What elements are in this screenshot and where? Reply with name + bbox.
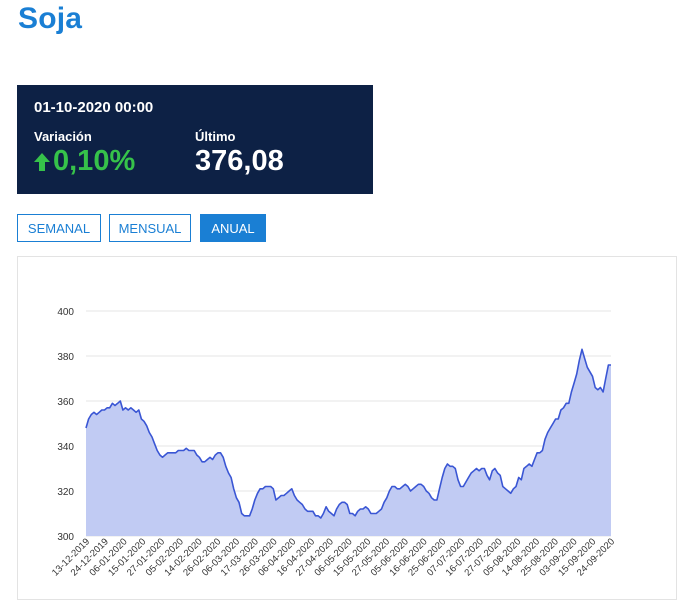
y-tick-label: 400 <box>57 307 74 318</box>
y-tick-label: 320 <box>57 487 74 498</box>
change-value: 0,10% <box>33 145 135 178</box>
quote-summary-panel: 01-10-2020 00:00 Variación 0,10% Último … <box>17 85 373 194</box>
range-button-anual[interactable]: ANUAL <box>200 214 266 242</box>
quote-date: 01-10-2020 00:00 <box>34 99 154 116</box>
y-tick-label: 360 <box>57 397 74 408</box>
change-percent: 0,10% <box>53 145 136 177</box>
arrow-up-icon <box>34 152 50 171</box>
last-label: Último <box>195 129 236 144</box>
price-chart-panel: 300 320 340 360 380 400 13-12-2019 24-12-2019 06… <box>17 256 677 600</box>
y-tick-label: 340 <box>57 442 74 453</box>
range-button-semanal[interactable]: SEMANAL <box>17 214 101 242</box>
last-value: 376,08 <box>195 145 284 177</box>
price-chart: 30032034036038040013-12-201924-12-201906… <box>50 307 617 578</box>
page-title: Soja <box>18 2 83 35</box>
series-line <box>85 348 611 519</box>
y-tick-label: 380 <box>57 352 74 363</box>
change-label: Variación <box>34 129 92 144</box>
series-area <box>86 349 611 536</box>
range-button-mensual[interactable]: MENSUAL <box>109 214 191 242</box>
y-tick-label: 300 <box>57 532 74 543</box>
